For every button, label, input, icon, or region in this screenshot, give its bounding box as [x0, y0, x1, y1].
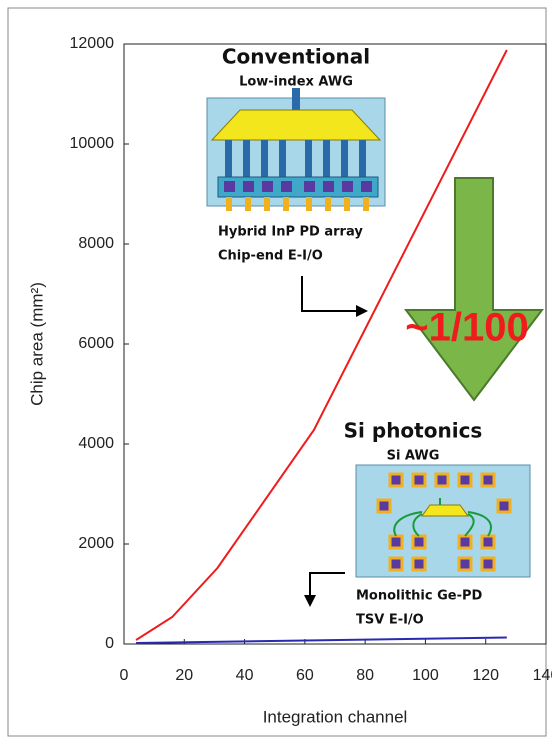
annotation: Low-index AWG: [239, 75, 353, 90]
x-tick-label: 80: [356, 667, 374, 684]
conventional-diagram: [207, 88, 385, 211]
annotation: TSV E-I/O: [356, 613, 424, 628]
x-tick-label: 40: [236, 667, 254, 684]
reduction-arrow: [406, 178, 542, 400]
x-tick-label: 60: [296, 667, 314, 684]
y-tick-label: 6000: [78, 335, 114, 352]
arrow-head: [356, 305, 368, 317]
annotation: Conventional: [222, 45, 370, 69]
annotation: Si photonics: [344, 419, 483, 443]
annotation: Monolithic Ge-PD: [356, 589, 483, 604]
x-axis-label: Integration channel: [263, 707, 408, 726]
x-tick-label: 20: [175, 667, 193, 684]
annotation: Chip-end E-I/O: [218, 249, 323, 264]
annotation: Si AWG: [387, 449, 440, 464]
x-tick-label: 120: [472, 667, 499, 684]
pointer-arrow: [302, 276, 362, 311]
y-tick-label: 4000: [78, 435, 114, 452]
x-tick-label: 140: [533, 667, 552, 684]
y-tick-label: 8000: [78, 235, 114, 252]
y-tick-label: 12000: [70, 35, 115, 52]
x-tick-label: 0: [120, 667, 129, 684]
y-tick-label: 0: [105, 635, 114, 652]
data-line: [136, 638, 507, 644]
annotation: Hybrid InP PD array: [218, 225, 363, 240]
si-diagram: [356, 465, 530, 577]
y-tick-label: 2000: [78, 535, 114, 552]
reduction-label: ~1/100: [405, 306, 528, 350]
y-tick-label: 10000: [70, 135, 115, 152]
y-axis-label: Chip area (mm²): [27, 282, 46, 406]
chart: Integration channel Chip area (mm²) 0200…: [0, 0, 552, 738]
x-tick-label: 100: [412, 667, 439, 684]
arrow-head: [304, 595, 316, 607]
